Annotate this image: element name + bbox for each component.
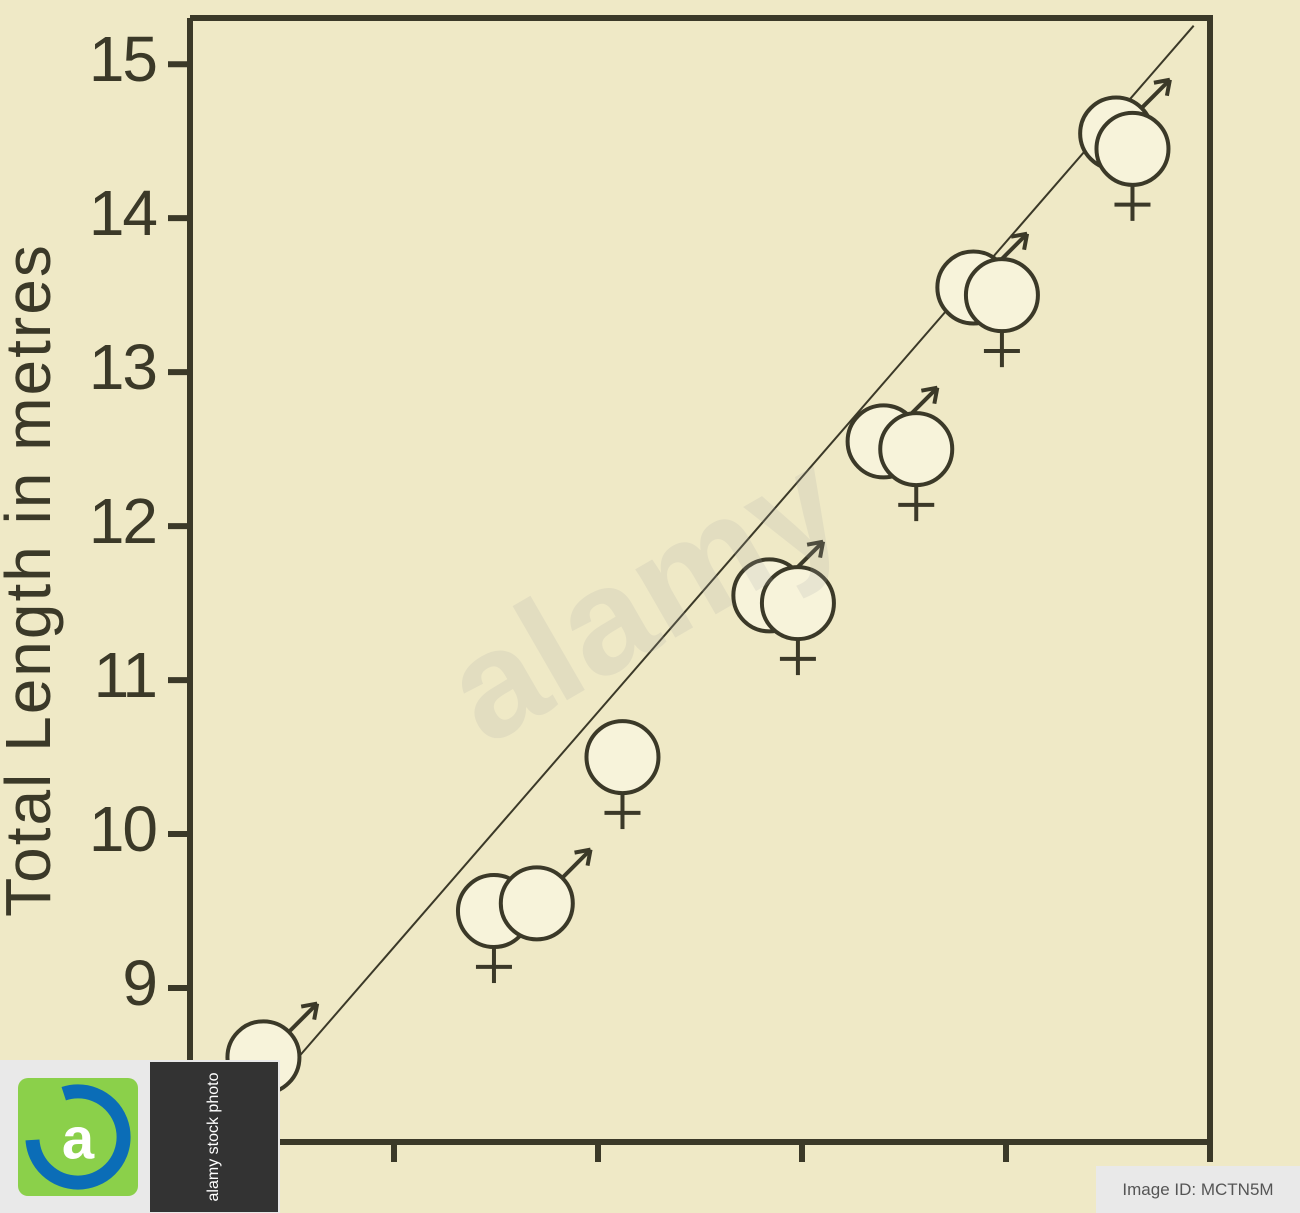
- data-point-female: [586, 721, 658, 793]
- data-point-female: [1096, 113, 1168, 185]
- y-tick-label: 13: [89, 331, 156, 403]
- y-tick-label: 14: [89, 177, 157, 249]
- figure-canvas: 89101112131415Total Length in metresalam…: [0, 0, 1300, 1213]
- y-axis-label: Total Length in metres: [0, 243, 64, 917]
- data-point-female: [966, 259, 1038, 331]
- y-tick-label: 9: [122, 947, 156, 1019]
- data-point-female: [880, 413, 952, 485]
- alamy-logo-letter: a: [62, 1106, 95, 1171]
- y-tick-label: 12: [89, 485, 156, 557]
- y-tick-label: 10: [89, 793, 157, 865]
- y-tick-label: 15: [89, 23, 156, 95]
- y-tick-label: 11: [94, 639, 156, 711]
- data-point-male: [501, 867, 573, 939]
- watermark-id-text: Image ID: MCTN5M: [1122, 1180, 1273, 1199]
- watermark-sideways-text: alamy stock photo: [205, 1072, 222, 1201]
